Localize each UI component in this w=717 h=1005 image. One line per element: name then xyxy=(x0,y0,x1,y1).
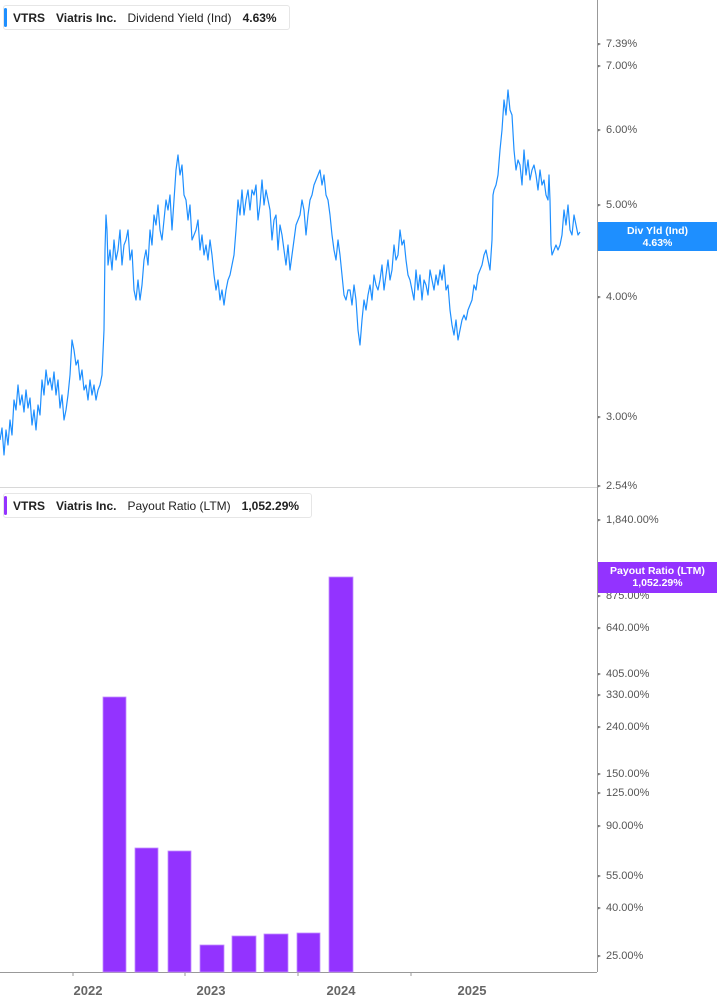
y-tick-label: 4.00% xyxy=(606,291,638,303)
bar-q1-2022 xyxy=(102,696,127,973)
flag-value: 1,052.29% xyxy=(632,577,683,589)
y-tick-label: 125.00% xyxy=(606,787,650,799)
payout-ratio-bars xyxy=(102,576,354,973)
dividend-yield-value-flag: Div Yld (Ind) 4.63% xyxy=(598,222,717,251)
bar-q4-2022 xyxy=(199,944,225,973)
y-tick-label: 640.00% xyxy=(606,622,650,634)
y-tick-label: 3.00% xyxy=(606,411,638,423)
x-axis-ticks xyxy=(72,972,412,976)
legend-value: 4.63% xyxy=(242,10,277,25)
legend-metric: Dividend Yield (Ind) xyxy=(127,10,232,25)
y-tick-label: 5.00% xyxy=(606,199,638,211)
y-tick-label: 7.39% xyxy=(606,38,638,50)
legend-company: Viatris Inc. xyxy=(56,10,117,25)
bar-q2-2022 xyxy=(134,847,159,973)
flag-value: 4.63% xyxy=(642,237,673,249)
y-tick-label: 330.00% xyxy=(606,689,650,701)
x-tick-label: 2024 xyxy=(326,983,356,998)
series-color-marker xyxy=(4,496,7,515)
dividend-yield-line xyxy=(0,89,581,456)
y-tick-label: 150.00% xyxy=(606,768,650,780)
bar-q3-2022 xyxy=(167,850,192,973)
y-tick-label: 90.00% xyxy=(606,820,644,832)
bar-q2-2023 xyxy=(263,933,289,973)
flag-label: Div Yld (Ind) xyxy=(626,225,689,237)
dividend-yield-legend[interactable]: VTRS Viatris Inc. Dividend Yield (Ind) 4… xyxy=(3,5,290,30)
legend-ticker: VTRS xyxy=(13,498,46,513)
x-tick-label: 2022 xyxy=(73,983,103,998)
bar-q1-2023 xyxy=(231,935,257,973)
y-tick-label: 25.00% xyxy=(606,950,644,962)
legend-company: Viatris Inc. xyxy=(56,498,117,513)
legend-value: 1,052.29% xyxy=(241,498,300,513)
y-tick-label: 6.00% xyxy=(606,124,638,136)
y-tick-label: 55.00% xyxy=(606,870,644,882)
payout-ratio-legend[interactable]: VTRS Viatris Inc. Payout Ratio (LTM) 1,0… xyxy=(3,493,313,518)
x-tick-label: 2023 xyxy=(196,983,226,998)
y-tick-label: 2.54% xyxy=(606,480,638,492)
legend-ticker: VTRS xyxy=(13,10,46,25)
x-tick-label: 2025 xyxy=(457,983,487,998)
y-tick-label: 1,840.00% xyxy=(606,514,659,526)
y-tick-label: 875.00% xyxy=(606,590,650,602)
payout-ratio-value-flag: Payout Ratio (LTM) 1,052.29% xyxy=(598,562,717,593)
y-tick-label: 40.00% xyxy=(606,902,644,914)
bar-q4-2023 xyxy=(328,576,354,973)
flag-label: Payout Ratio (LTM) xyxy=(610,565,705,577)
y-tick-label: 7.00% xyxy=(606,60,638,72)
y-tick-label: 240.00% xyxy=(606,721,650,733)
bar-q3-2023 xyxy=(296,932,321,973)
y-tick-label: 405.00% xyxy=(606,668,650,680)
legend-metric: Payout Ratio (LTM) xyxy=(127,498,231,513)
series-color-marker xyxy=(4,8,7,27)
